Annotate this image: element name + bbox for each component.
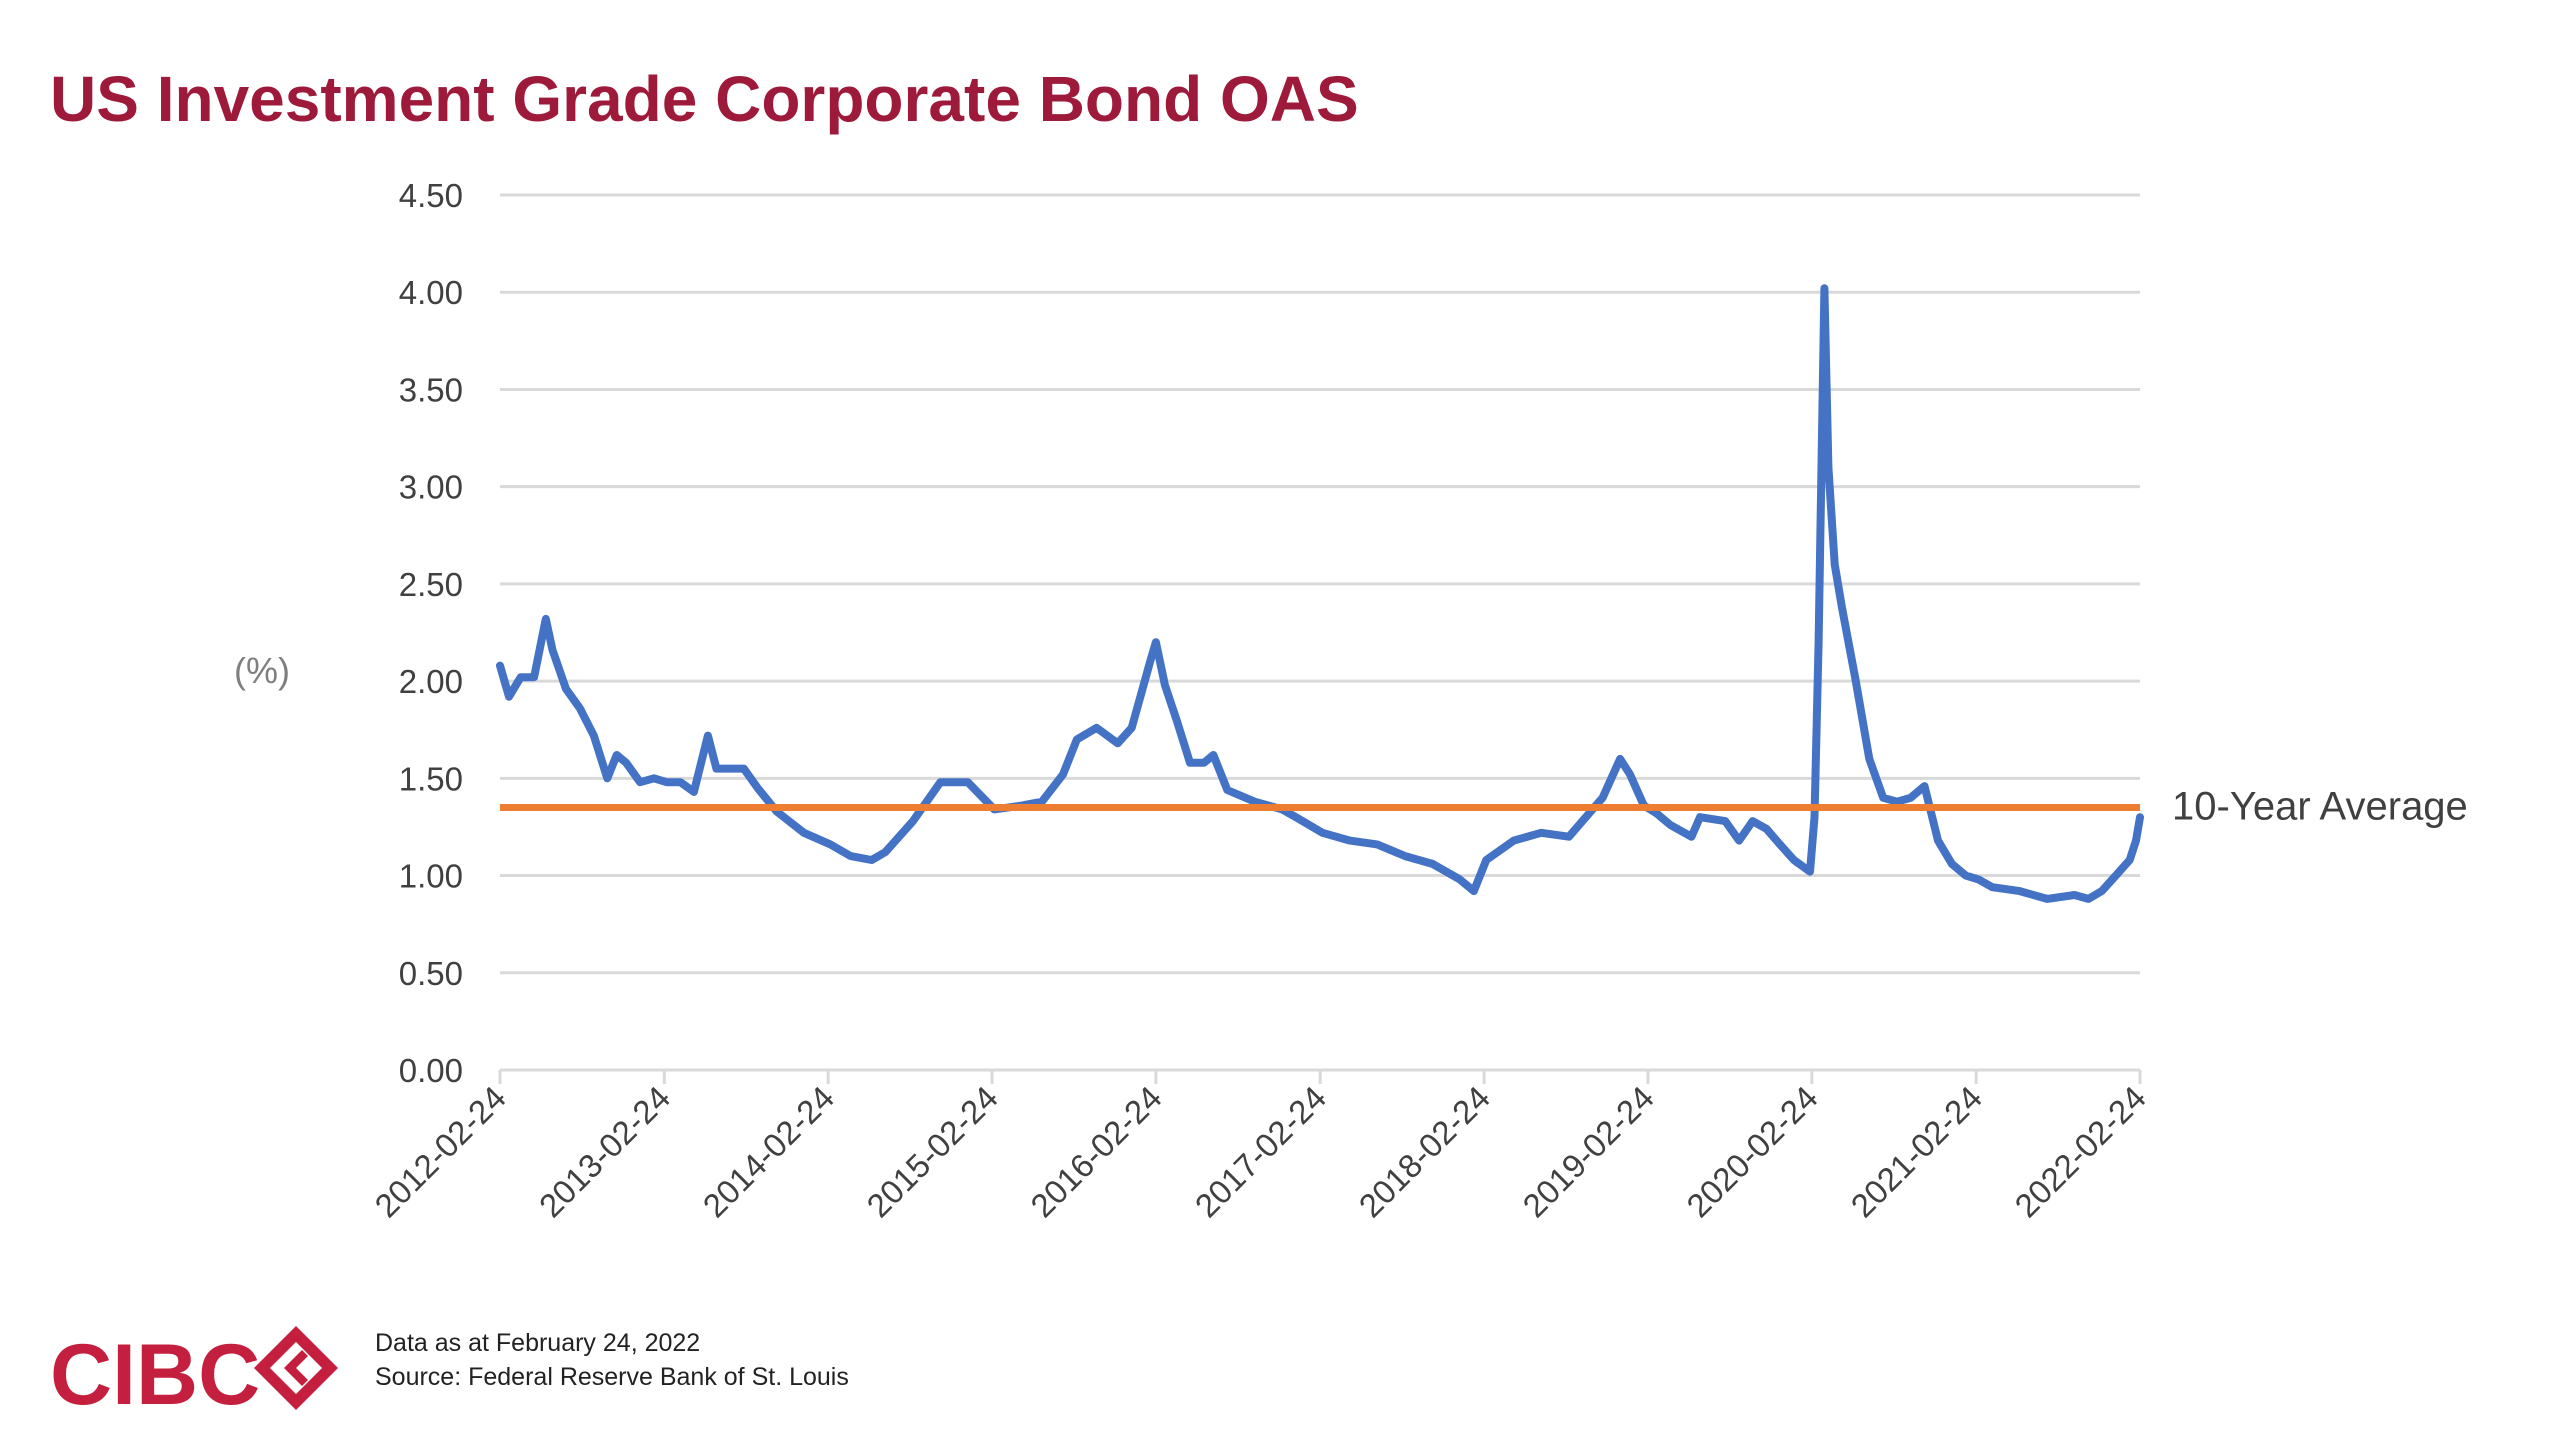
y-tick-label: 1.00 — [399, 858, 463, 895]
source-note: Source: Federal Reserve Bank of St. Loui… — [375, 1363, 849, 1391]
y-tick-label: 4.50 — [399, 177, 463, 214]
x-tick-label: 2018-02-24 — [1352, 1079, 1498, 1225]
x-tick-label: 2012-02-24 — [367, 1079, 513, 1225]
x-axis-ticks: 2012-02-24 2013-02-24 2014-02-24 2015-02-24… — [367, 1070, 2153, 1224]
y-tick-label: 4.00 — [399, 274, 463, 311]
x-tick-label: 2016-02-24 — [1023, 1079, 1169, 1225]
data-as-at-note: Data as at February 24, 2022 — [375, 1329, 701, 1357]
x-tick-label: 2021-02-24 — [1844, 1079, 1990, 1225]
y-tick-label: 3.50 — [399, 371, 463, 408]
x-tick-label: 2013-02-24 — [532, 1079, 678, 1225]
y-tick-label: 1.50 — [399, 760, 463, 797]
y-tick-label: 2.00 — [399, 663, 463, 700]
y-tick-label: 2.50 — [399, 566, 463, 603]
series-line-oas — [496, 284, 2144, 903]
y-axis-label: (%) — [234, 650, 290, 691]
footer-notes: Data as at February 24, 2022 Source: Fed… — [375, 1326, 849, 1394]
x-tick-label: 2019-02-24 — [1515, 1079, 1661, 1225]
chart-title: US Investment Grade Corporate Bond OAS — [50, 63, 1359, 135]
y-axis-ticks: 0.00 0.50 1.00 1.50 2.00 2.50 3.00 3.50 4.00 4.50 — [399, 177, 463, 1089]
y-tick-label: 0.00 — [399, 1052, 463, 1089]
cibc-logo: CIBC — [50, 1326, 350, 1423]
x-tick-label: 2020-02-24 — [1679, 1079, 1825, 1225]
cibc-diamond-icon — [254, 1326, 338, 1410]
grid-lines — [500, 193, 2140, 1072]
x-tick-label: 2022-02-24 — [2007, 1079, 2153, 1225]
y-tick-label: 0.50 — [399, 955, 463, 992]
cibc-logo-text: CIBC — [50, 1327, 260, 1416]
x-tick-label: 2017-02-24 — [1188, 1079, 1334, 1225]
y-tick-label: 3.00 — [399, 469, 463, 506]
x-tick-label: 2015-02-24 — [859, 1079, 1005, 1225]
x-tick-label: 2014-02-24 — [696, 1079, 842, 1225]
ten-year-average-label: 10-Year Average — [2172, 785, 2468, 829]
